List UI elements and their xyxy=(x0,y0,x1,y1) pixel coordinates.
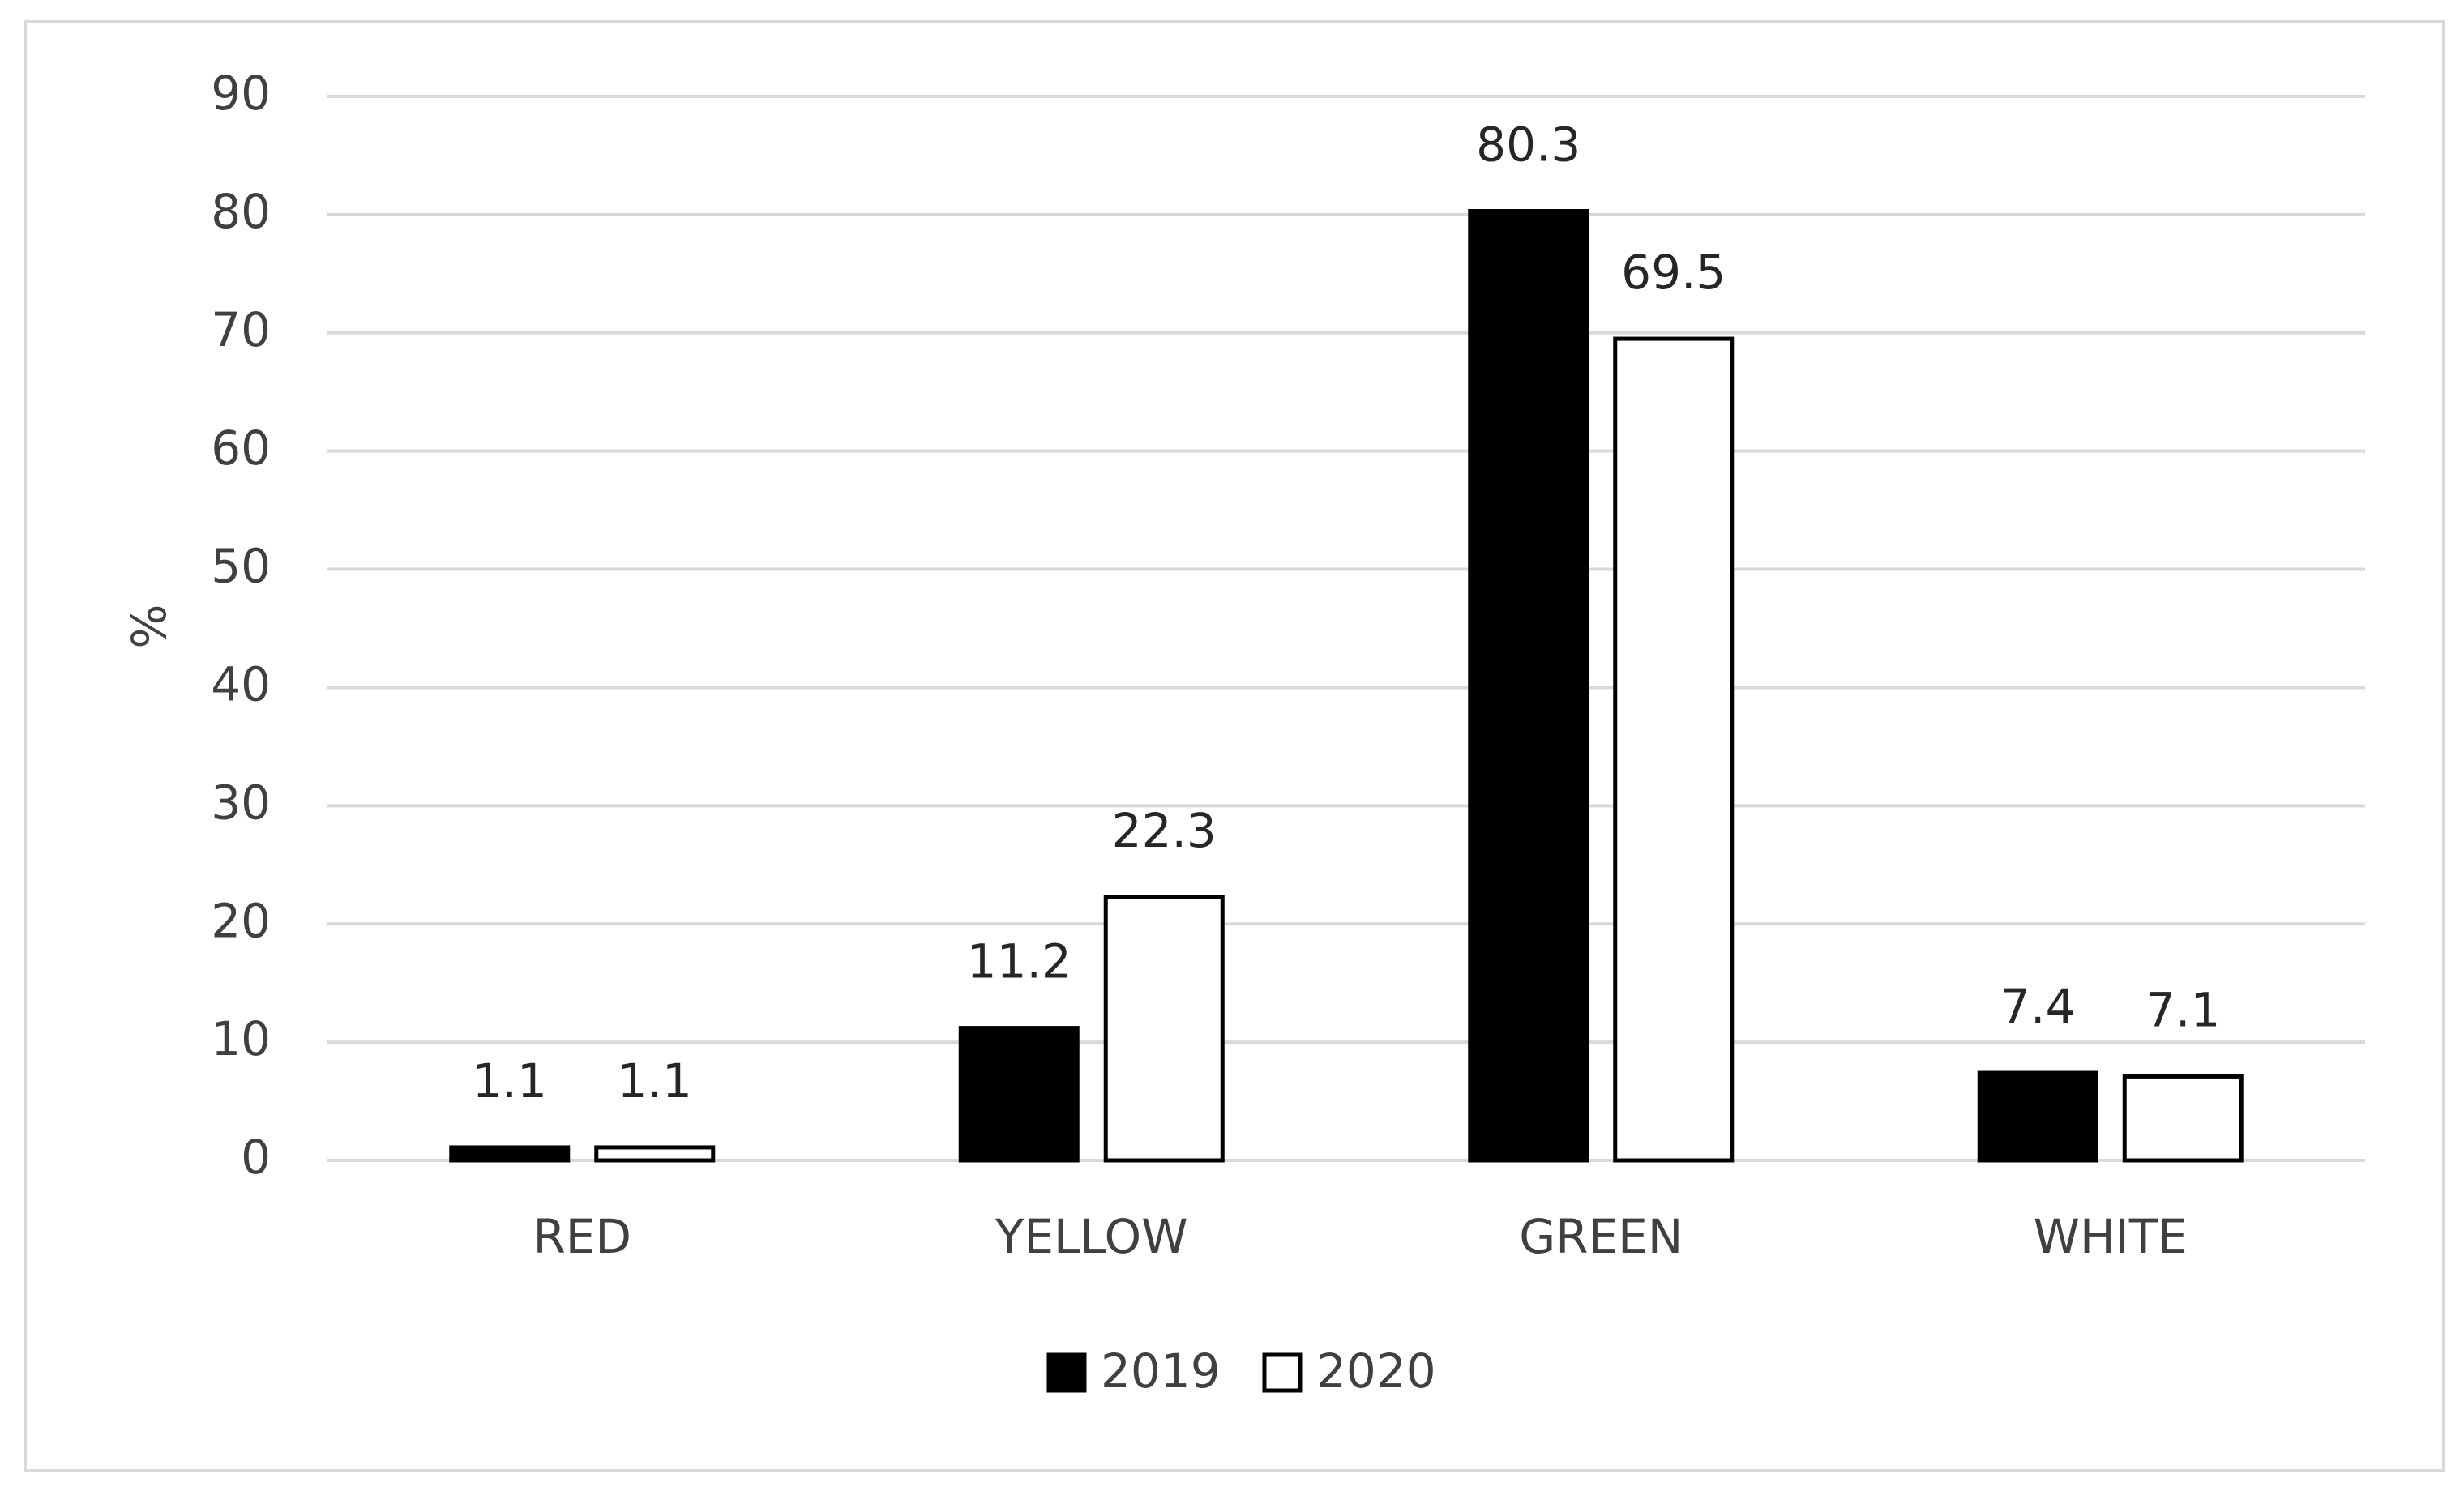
data-label: 1.1 xyxy=(618,1053,692,1109)
data-label: 80.3 xyxy=(1476,117,1581,173)
data-label: 11.2 xyxy=(967,934,1072,989)
y-tick-label: 70 xyxy=(211,302,271,357)
y-tick-label: 40 xyxy=(211,657,271,712)
x-tick-label: GREEN xyxy=(1519,1209,1683,1264)
legend-label: 2020 xyxy=(1316,1344,1436,1399)
legend-swatch xyxy=(1262,1352,1303,1393)
y-tick-label: 10 xyxy=(211,1011,271,1066)
y-tick-label: 30 xyxy=(211,775,271,830)
x-tick-label: WHITE xyxy=(2034,1209,2188,1264)
y-tick-label: 80 xyxy=(211,184,271,239)
bar xyxy=(1613,336,1735,1163)
data-label: 1.1 xyxy=(473,1053,547,1109)
y-tick-label: 90 xyxy=(211,66,271,121)
bar xyxy=(1103,895,1225,1163)
chart-frame xyxy=(24,20,2445,1472)
legend-label: 2019 xyxy=(1101,1344,1221,1399)
data-label: 69.5 xyxy=(1621,245,1726,300)
x-tick-label: YELLOW xyxy=(995,1209,1188,1264)
y-tick-label: 60 xyxy=(211,421,271,476)
data-label: 22.3 xyxy=(1112,803,1217,858)
data-label: 7.1 xyxy=(2145,983,2220,1038)
data-label: 7.4 xyxy=(2000,979,2075,1034)
bar xyxy=(449,1145,571,1163)
bar xyxy=(1468,209,1589,1163)
legend-swatch xyxy=(1046,1352,1087,1393)
bar xyxy=(2122,1074,2244,1163)
bar xyxy=(958,1026,1080,1163)
y-tick-label: 50 xyxy=(211,539,271,594)
y-tick-label: 20 xyxy=(211,893,271,948)
y-tick-label: 0 xyxy=(241,1130,271,1185)
bar xyxy=(1977,1070,2098,1163)
x-tick-label: RED xyxy=(533,1209,631,1264)
bar xyxy=(594,1145,716,1163)
y-axis-title: % xyxy=(122,604,177,648)
